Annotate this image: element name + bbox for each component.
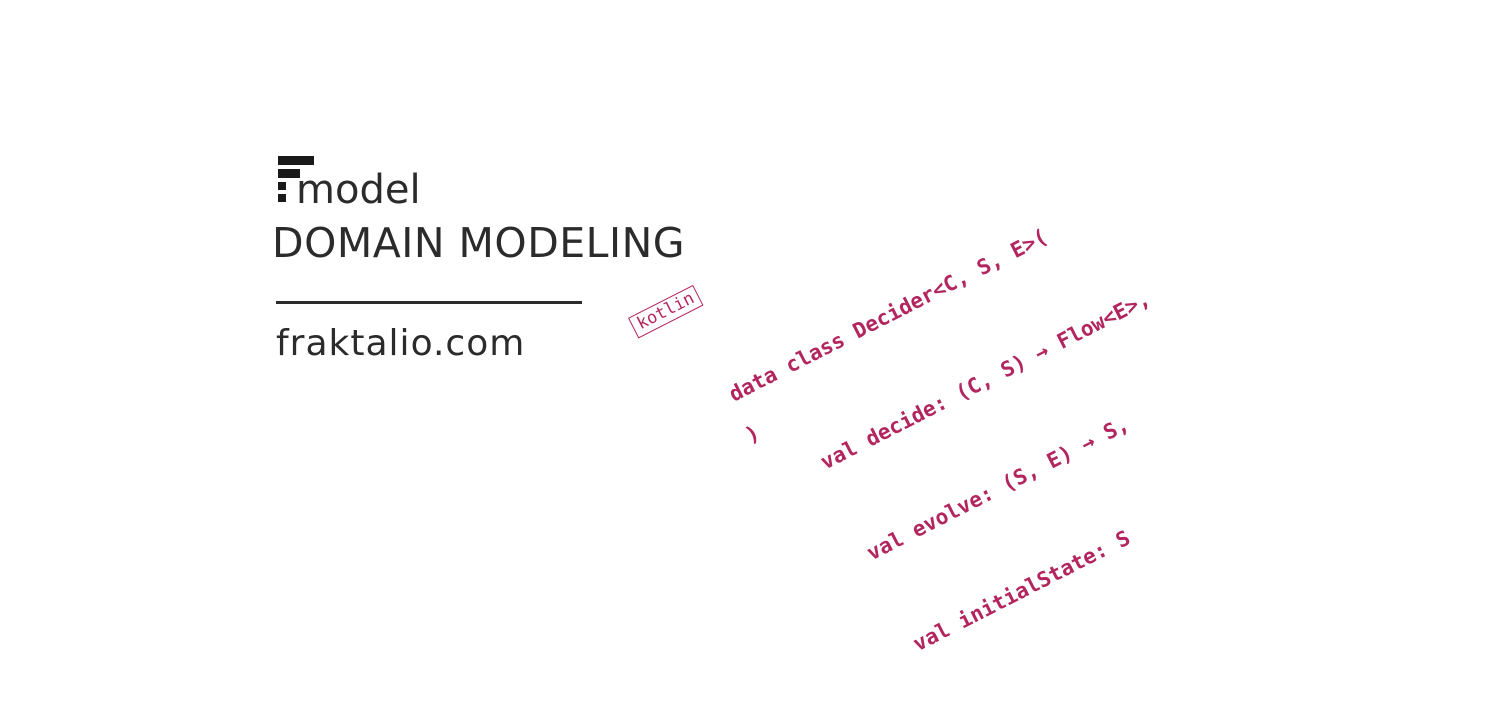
code-line: val initialState: S bbox=[864, 525, 1135, 680]
website-link[interactable]: fraktalio.com bbox=[276, 323, 526, 364]
code-snippet: data class Decider<C, S, E>( val decide:… bbox=[692, 131, 1264, 714]
logo-wordmark: model bbox=[296, 167, 421, 213]
page-title: DOMAIN MODELING bbox=[272, 219, 686, 267]
code-line: val evolve: (S, E) → S, bbox=[817, 411, 1133, 589]
divider bbox=[276, 301, 582, 304]
code-line: data class Decider<C, S, E>( bbox=[725, 224, 1052, 407]
fraktalio-logo-mark-icon bbox=[278, 156, 318, 208]
code-line: val decide: (C, S) → Flow<E>, bbox=[771, 286, 1155, 498]
language-tag: kotlin bbox=[628, 284, 704, 339]
